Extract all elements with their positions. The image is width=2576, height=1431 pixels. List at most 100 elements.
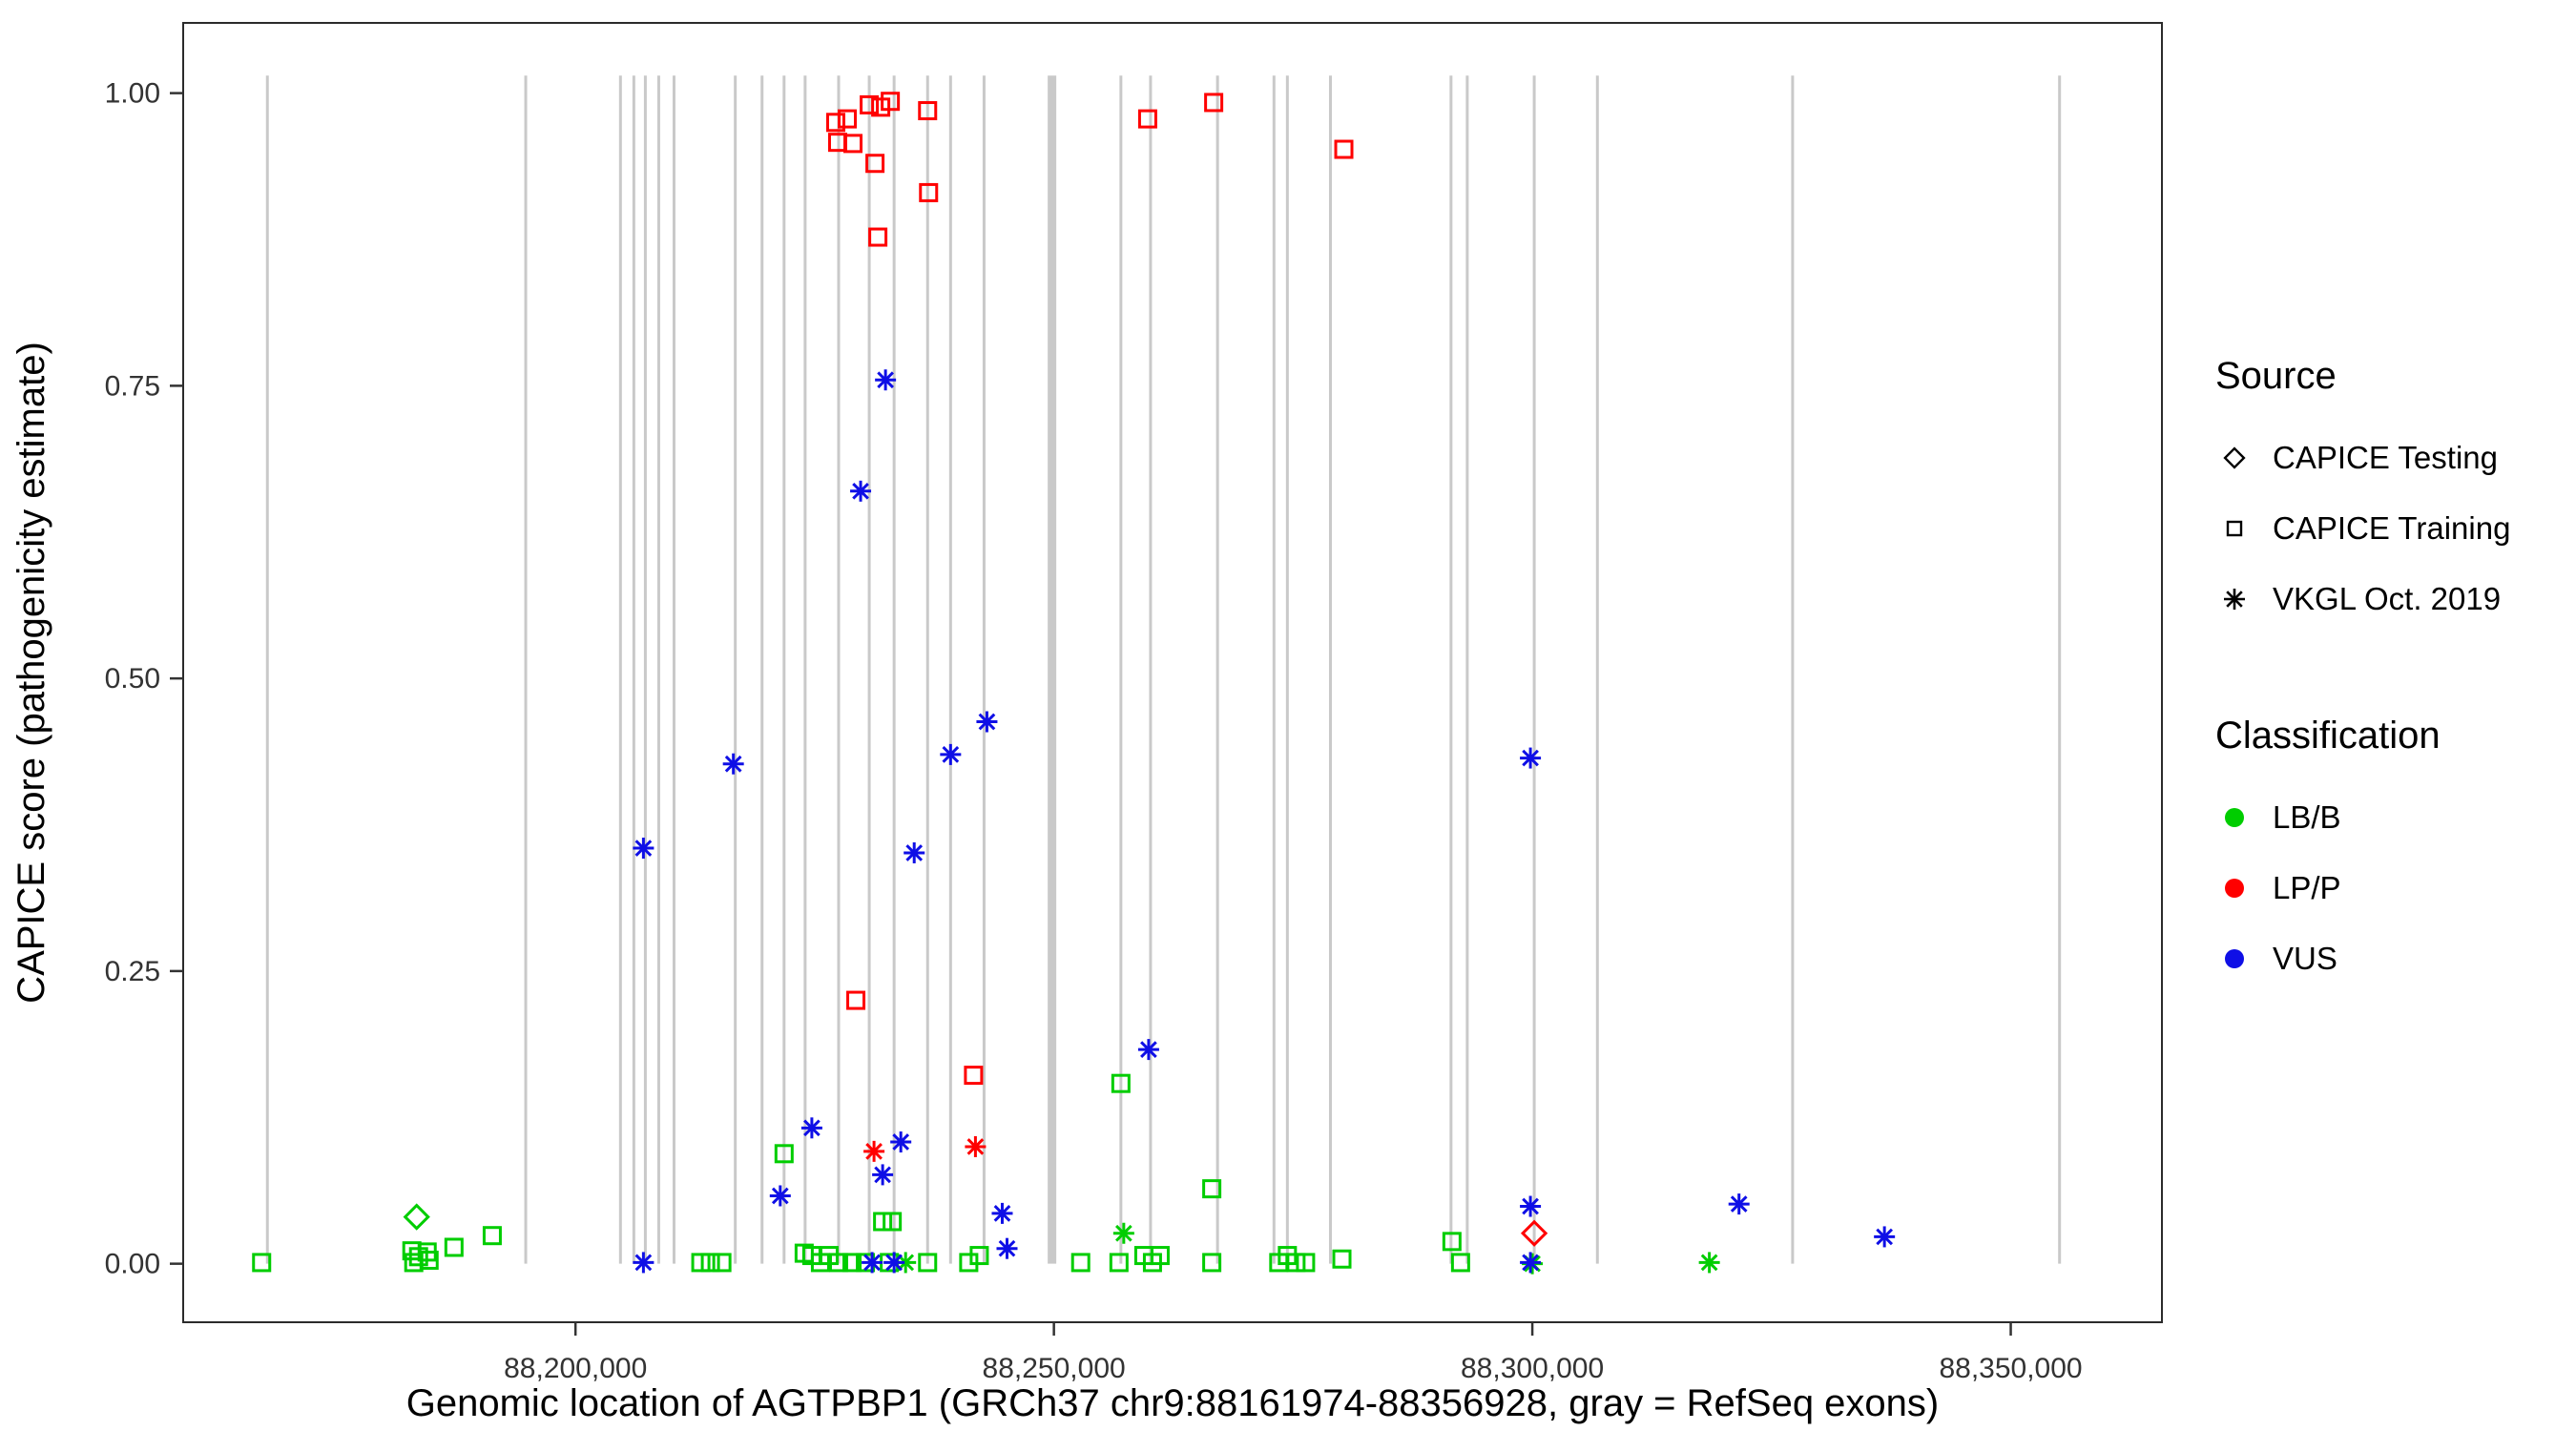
- data-point: [1698, 1252, 1720, 1274]
- data-point: [863, 1140, 885, 1162]
- x-tick-label: 88,300,000: [1461, 1353, 1604, 1384]
- y-tick-label: 1.00: [105, 78, 160, 110]
- x-axis-title: Genomic location of AGTPBP1 (GRCh37 chr9…: [406, 1382, 1940, 1424]
- dot-icon-lbb: [2225, 808, 2244, 827]
- data-point: [1520, 747, 1542, 769]
- legend-item-lpp: LP/P: [2215, 853, 2510, 923]
- data-point: [1204, 93, 1224, 113]
- data-point: [825, 113, 845, 133]
- data-point: [940, 743, 962, 765]
- x-tick-label: 88,350,000: [1939, 1353, 2082, 1384]
- data-point: [712, 1253, 732, 1273]
- data-point: [1728, 1193, 1750, 1215]
- data-point: [1520, 1219, 1548, 1247]
- data-point: [1332, 1249, 1352, 1269]
- data-point: [1070, 1253, 1091, 1273]
- data-point: [828, 1253, 848, 1273]
- data-point: [965, 1135, 987, 1157]
- data-point: [904, 841, 925, 863]
- data-point: [918, 101, 938, 121]
- legend-item-label: CAPICE Testing: [2273, 440, 2498, 475]
- legend-item-capice-testing: CAPICE Testing: [2215, 423, 2510, 493]
- data-point: [843, 134, 863, 154]
- y-tick-label: 0.50: [105, 663, 160, 695]
- legend-item-label: LP/P: [2273, 870, 2341, 905]
- data-point: [633, 838, 654, 860]
- dot-icon-lpp: [2225, 879, 2244, 898]
- y-axis-title: CAPICE score (pathogenicity estimate): [10, 342, 52, 1004]
- data-point: [722, 753, 744, 775]
- legend-classification-title: Classification: [2215, 715, 2441, 757]
- data-point: [700, 1253, 720, 1273]
- legend-group-classification: Classification LB/B LP/P VUS: [2215, 715, 2510, 994]
- data-point: [252, 1253, 272, 1273]
- data-point: [691, 1253, 711, 1273]
- y-tick-label: 0.25: [105, 956, 160, 987]
- data-point: [1442, 1232, 1462, 1252]
- legend-item-vus: VUS: [2215, 923, 2510, 994]
- data-point: [964, 1066, 984, 1086]
- data-point: [862, 1252, 883, 1274]
- data-point: [1137, 1039, 1159, 1061]
- data-point: [1137, 109, 1157, 129]
- data-point: [1520, 1195, 1542, 1217]
- data-point: [1450, 1253, 1470, 1273]
- x-tick-label: 88,250,000: [983, 1353, 1126, 1384]
- data-point: [850, 480, 872, 502]
- y-tick-label: 0.00: [105, 1249, 160, 1280]
- data-point: [883, 1212, 903, 1232]
- data-point: [1874, 1226, 1896, 1248]
- data-point: [871, 97, 891, 117]
- data-point: [403, 1203, 430, 1231]
- data-point: [881, 92, 901, 112]
- point-layer: [252, 92, 1896, 1275]
- legend-item-capice-training: CAPICE Training: [2215, 493, 2510, 564]
- square-icon: [2226, 520, 2243, 537]
- data-point: [996, 1237, 1018, 1259]
- legend-group-source: Source CAPICE Testing CAPICE Training: [2215, 355, 2510, 634]
- data-point: [918, 1253, 938, 1273]
- data-point: [1296, 1253, 1316, 1273]
- data-point: [1112, 1222, 1134, 1244]
- data-point: [868, 227, 888, 247]
- panel-border: [182, 22, 2163, 1323]
- data-point: [1520, 1252, 1542, 1274]
- data-point: [769, 1185, 791, 1207]
- data-point: [875, 369, 897, 391]
- data-point: [444, 1237, 464, 1257]
- dot-icon-vus: [2225, 949, 2244, 968]
- diamond-icon: [2223, 446, 2246, 469]
- data-point: [976, 711, 998, 733]
- legend-item-label: VUS: [2273, 941, 2337, 976]
- legend-item-vkgl: VKGL Oct. 2019: [2215, 564, 2510, 634]
- data-point: [842, 1253, 862, 1273]
- data-point: [890, 1131, 912, 1153]
- legend-item-label: VKGL Oct. 2019: [2273, 581, 2502, 616]
- data-point: [1202, 1179, 1222, 1199]
- data-point: [1111, 1073, 1131, 1093]
- data-point: [860, 94, 880, 114]
- data-point: [1109, 1253, 1129, 1273]
- legend-item-label: CAPICE Training: [2273, 510, 2511, 546]
- x-tick-label: 88,200,000: [504, 1353, 647, 1384]
- data-point: [865, 154, 885, 174]
- data-point: [991, 1202, 1013, 1224]
- exon-layer: [265, 75, 2062, 1264]
- data-point: [482, 1226, 502, 1246]
- data-point: [1286, 1253, 1306, 1273]
- asterisk-icon: [2224, 589, 2245, 610]
- data-point: [919, 182, 939, 202]
- data-point: [419, 1250, 439, 1270]
- data-point: [774, 1144, 794, 1164]
- data-point: [633, 1252, 654, 1274]
- legend: Source CAPICE Testing CAPICE Training: [2215, 355, 2510, 1074]
- data-point: [800, 1117, 822, 1139]
- data-point: [969, 1246, 989, 1266]
- legend-source-title: Source: [2215, 355, 2337, 397]
- y-tick-label: 0.75: [105, 370, 160, 402]
- data-point: [1150, 1246, 1170, 1266]
- legend-item-label: LB/B: [2273, 799, 2341, 835]
- data-point: [883, 1252, 905, 1274]
